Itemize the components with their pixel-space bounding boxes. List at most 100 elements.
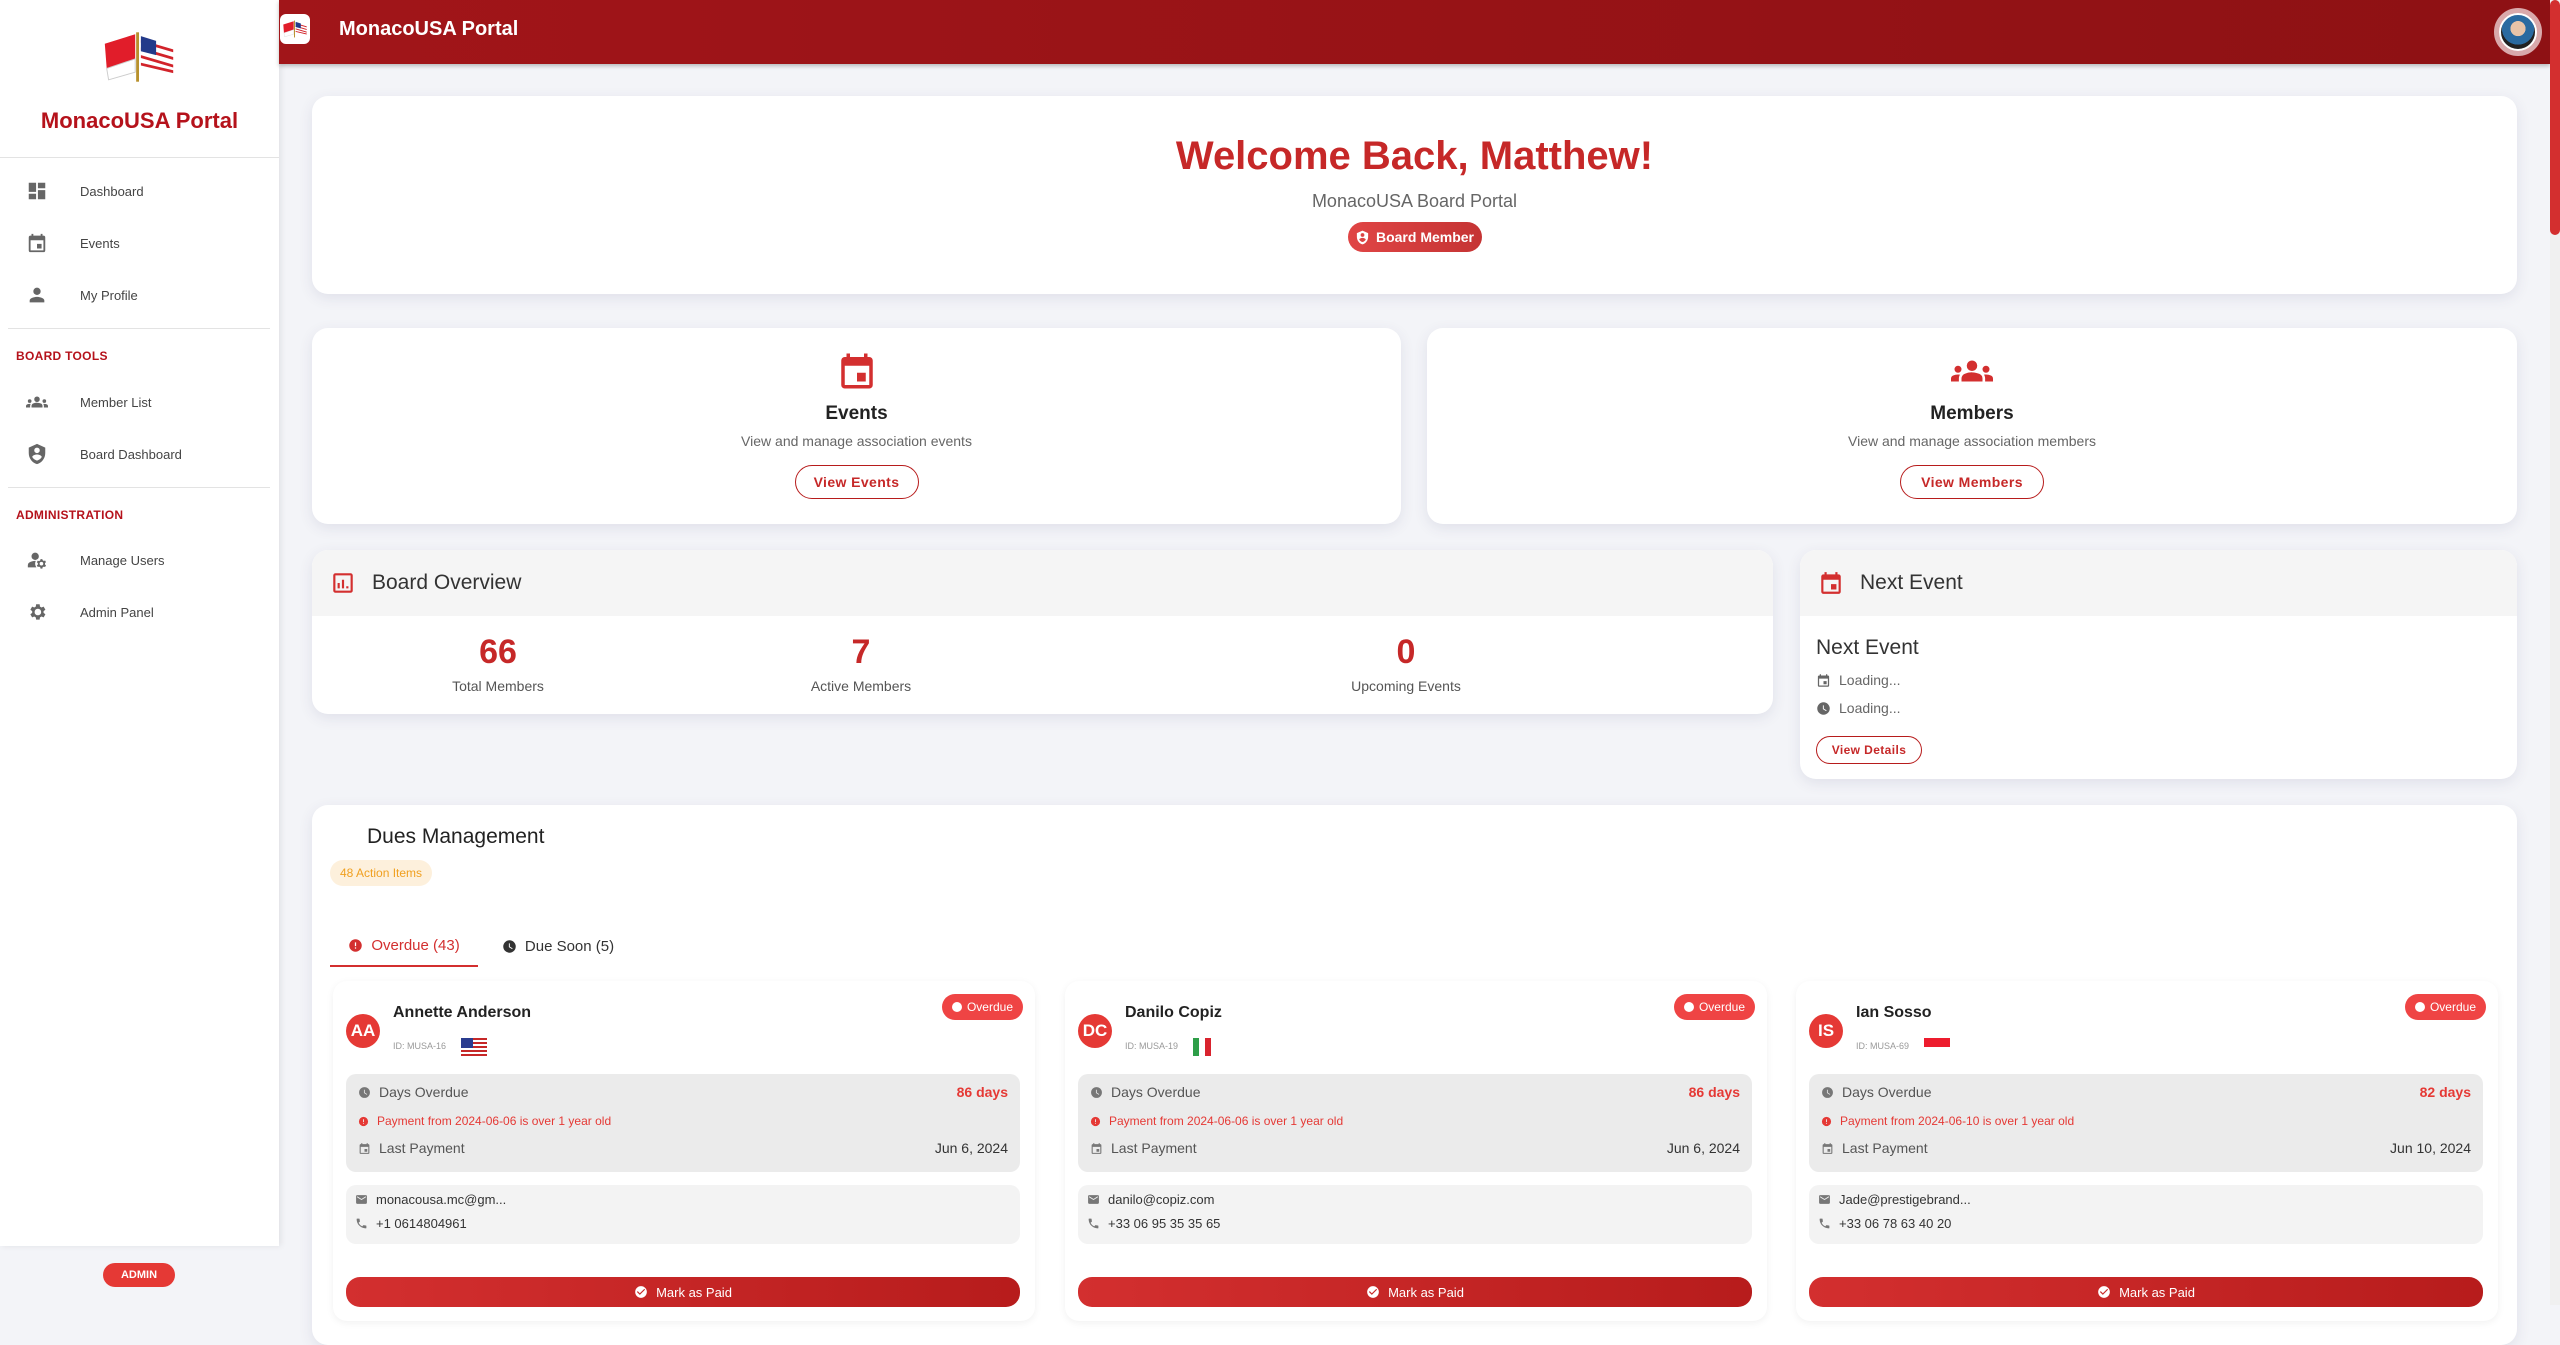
next-event-header: Next Event bbox=[1800, 550, 2517, 616]
stat-value: 66 bbox=[479, 633, 517, 671]
days-overdue-label: Days Overdue bbox=[1111, 1084, 1201, 1100]
member-phone[interactable]: +1 0614804961 bbox=[376, 1216, 467, 1231]
member-initials-avatar: AA bbox=[346, 1014, 380, 1048]
sidebar-item-dashboard[interactable]: Dashboard bbox=[0, 169, 279, 213]
dashboard-icon bbox=[26, 180, 48, 202]
last-payment-value: Jun 6, 2024 bbox=[934, 1140, 1008, 1156]
dues-title: Dues Management bbox=[367, 825, 545, 848]
status-label: Overdue bbox=[966, 1000, 1013, 1014]
scrollbar-thumb[interactable] bbox=[2550, 0, 2560, 235]
last-payment-label: Last Payment bbox=[1111, 1140, 1197, 1156]
sidebar-item-label: Admin Panel bbox=[80, 604, 154, 620]
stat-label: Active Members bbox=[810, 678, 912, 694]
member-initials-avatar: DC bbox=[1078, 1014, 1112, 1048]
next-event-card: Next Event Next Event Loading... Loading… bbox=[1800, 550, 2517, 779]
divider bbox=[8, 487, 270, 488]
member-id: ID: MUSA-69 bbox=[1856, 1041, 1910, 1051]
divider bbox=[0, 157, 279, 158]
info-icon bbox=[1821, 1116, 1832, 1127]
member-id: ID: MUSA-19 bbox=[1125, 1041, 1179, 1051]
events-card-title: Events bbox=[825, 403, 888, 424]
stat-label: Total Members bbox=[452, 678, 544, 694]
mark-as-paid-label: Mark as Paid bbox=[1388, 1284, 1464, 1300]
member-email[interactable]: danilo@copiz.com bbox=[1108, 1192, 1215, 1207]
tab-overdue[interactable]: Overdue (43) bbox=[330, 925, 478, 967]
stat-value: 0 bbox=[1396, 633, 1416, 671]
sidebar-item-member-list[interactable]: Member List bbox=[0, 380, 279, 424]
mark-as-paid-label: Mark as Paid bbox=[2119, 1284, 2195, 1300]
user-avatar[interactable] bbox=[2494, 8, 2542, 56]
mark-as-paid-button[interactable]: Mark as Paid bbox=[1078, 1277, 1752, 1307]
member-email[interactable]: Jade@prestigebrand... bbox=[1839, 1192, 1971, 1207]
phone-icon bbox=[1818, 1217, 1831, 1230]
sidebar: MonacoUSA Portal Dashboard Events My Pro… bbox=[0, 0, 279, 1246]
clock-alert-icon bbox=[502, 939, 517, 954]
admin-role-badge: ADMIN bbox=[103, 1263, 175, 1287]
member-phone[interactable]: +33 06 95 35 35 65 bbox=[1108, 1216, 1221, 1231]
member-name: Ian Sosso bbox=[1856, 1004, 1932, 1021]
view-details-button[interactable]: View Details bbox=[1816, 736, 1922, 764]
next-event-title: Next Event bbox=[1816, 636, 1919, 659]
board-overview-title: Board Overview bbox=[372, 571, 522, 594]
scrollbar[interactable] bbox=[2550, 0, 2560, 1305]
app-title: MonacoUSA Portal bbox=[339, 18, 519, 40]
member-phone[interactable]: +33 06 78 63 40 20 bbox=[1839, 1216, 1952, 1231]
country-flag-icon bbox=[1193, 1038, 1219, 1056]
overdue-status-badge: Overdue bbox=[941, 994, 1023, 1020]
flags-icon bbox=[282, 19, 308, 39]
check-circle-icon bbox=[2097, 1285, 2111, 1299]
payment-warning: Payment from 2024-06-06 is over 1 year o… bbox=[377, 1114, 612, 1128]
days-overdue-label: Days Overdue bbox=[379, 1084, 469, 1100]
role-badge: Board Member bbox=[1347, 222, 1482, 252]
members-card: Members View and manage association memb… bbox=[1427, 328, 2517, 524]
view-events-button[interactable]: View Events bbox=[794, 465, 919, 499]
welcome-subtitle: MonacoUSA Board Portal bbox=[1311, 191, 1518, 211]
calendar-icon bbox=[836, 350, 878, 392]
welcome-title: Welcome Back, Matthew! bbox=[1175, 134, 1654, 178]
bar-chart-icon bbox=[330, 570, 356, 596]
dues-details: Days Overdue 86 days Payment from 2024-06… bbox=[346, 1074, 1020, 1172]
next-event-date-text: Loading... bbox=[1839, 672, 1901, 688]
alert-icon bbox=[951, 1002, 962, 1012]
member-dues-card: IS Ian Sosso ID: MUSA-69 Overdue Days Ov… bbox=[1796, 981, 2498, 1321]
tab-due-soon[interactable]: Due Soon (5) bbox=[488, 925, 628, 967]
last-payment-value: Jun 10, 2024 bbox=[2390, 1140, 2471, 1156]
sidebar-item-board-dashboard[interactable]: Board Dashboard bbox=[0, 432, 279, 476]
days-overdue-value: 82 days bbox=[2419, 1084, 2471, 1100]
next-event-time: Loading... bbox=[1816, 700, 1901, 716]
sidebar-item-events[interactable]: Events bbox=[0, 221, 279, 265]
dues-details: Days Overdue 82 days Payment from 2024-06… bbox=[1809, 1074, 2483, 1172]
stat-total-members: 66 Total Members bbox=[348, 633, 648, 694]
clock-icon bbox=[1816, 701, 1831, 716]
welcome-card: Welcome Back, Matthew! MonacoUSA Board P… bbox=[312, 96, 2517, 294]
member-dues-card: AA Annette Anderson ID: MUSA-16 Overdue … bbox=[333, 981, 1035, 1321]
member-email[interactable]: monacousa.mc@gm... bbox=[376, 1192, 507, 1207]
calendar-check-icon bbox=[1090, 1142, 1103, 1155]
manage-accounts-icon bbox=[26, 549, 48, 571]
sidebar-item-admin-panel[interactable]: Admin Panel bbox=[0, 590, 279, 634]
calendar-check-icon bbox=[1821, 1142, 1834, 1155]
events-card: Events View and manage association event… bbox=[312, 328, 1401, 524]
stat-active-members: 7 Active Members bbox=[711, 633, 1011, 694]
mark-as-paid-button[interactable]: Mark as Paid bbox=[346, 1277, 1020, 1307]
status-label: Overdue bbox=[2429, 1000, 2476, 1014]
app-logo[interactable] bbox=[280, 14, 310, 44]
top-app-bar: MonacoUSA Portal bbox=[279, 0, 2550, 64]
email-icon bbox=[1818, 1193, 1831, 1206]
clock-alert-icon bbox=[1821, 1086, 1834, 1099]
sidebar-item-manage-users[interactable]: Manage Users bbox=[0, 538, 279, 582]
view-members-button[interactable]: View Members bbox=[1900, 465, 2044, 499]
shield-account-icon bbox=[1355, 230, 1370, 245]
sidebar-item-my-profile[interactable]: My Profile bbox=[0, 273, 279, 317]
calendar-icon bbox=[1816, 673, 1831, 688]
members-card-description: View and manage association members bbox=[1848, 433, 2096, 449]
tab-label: Overdue (43) bbox=[371, 936, 460, 954]
sidebar-item-label: Events bbox=[80, 235, 120, 251]
mark-as-paid-button[interactable]: Mark as Paid bbox=[1809, 1277, 2483, 1307]
contact-info: danilo@copiz.com +33 06 95 35 35 65 bbox=[1078, 1185, 1752, 1244]
alert-circle-icon bbox=[348, 938, 363, 953]
payment-warning: Payment from 2024-06-06 is over 1 year o… bbox=[1109, 1114, 1344, 1128]
board-overview-header: Board Overview bbox=[312, 550, 1773, 616]
calendar-icon bbox=[26, 232, 48, 254]
info-icon bbox=[358, 1116, 369, 1127]
